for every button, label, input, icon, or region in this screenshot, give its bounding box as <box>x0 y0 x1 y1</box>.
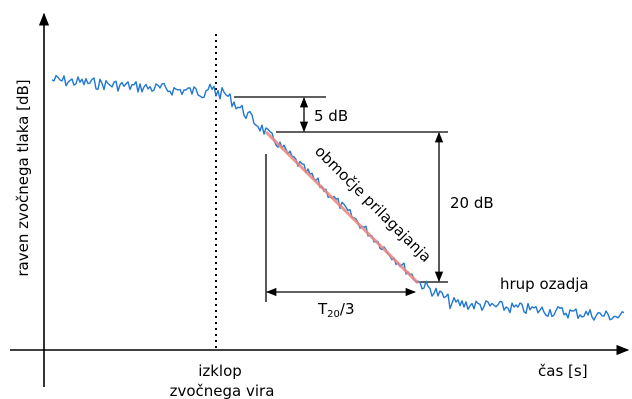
fit-line <box>264 130 420 285</box>
t20-label: T20/3 <box>317 300 355 320</box>
t20-subscript: 20 <box>327 309 340 320</box>
source-off-label-1: izklop <box>198 362 242 380</box>
5db-label: 5 dB <box>314 107 348 125</box>
source-off-label-2: zvočnega vira <box>170 382 275 399</box>
y-axis-label: raven zvočnega tlaka [dB] <box>14 79 32 276</box>
x-axis-label: čas [s] <box>538 362 588 380</box>
t20-tail: /3 <box>340 300 355 318</box>
fit-region-label: območje prilagajanja <box>311 142 435 266</box>
t20-main: T <box>317 300 328 318</box>
pressure-level-signal <box>51 74 625 321</box>
background-noise-label: hrup ozadja <box>500 275 589 293</box>
20db-label: 20 dB <box>450 194 494 212</box>
